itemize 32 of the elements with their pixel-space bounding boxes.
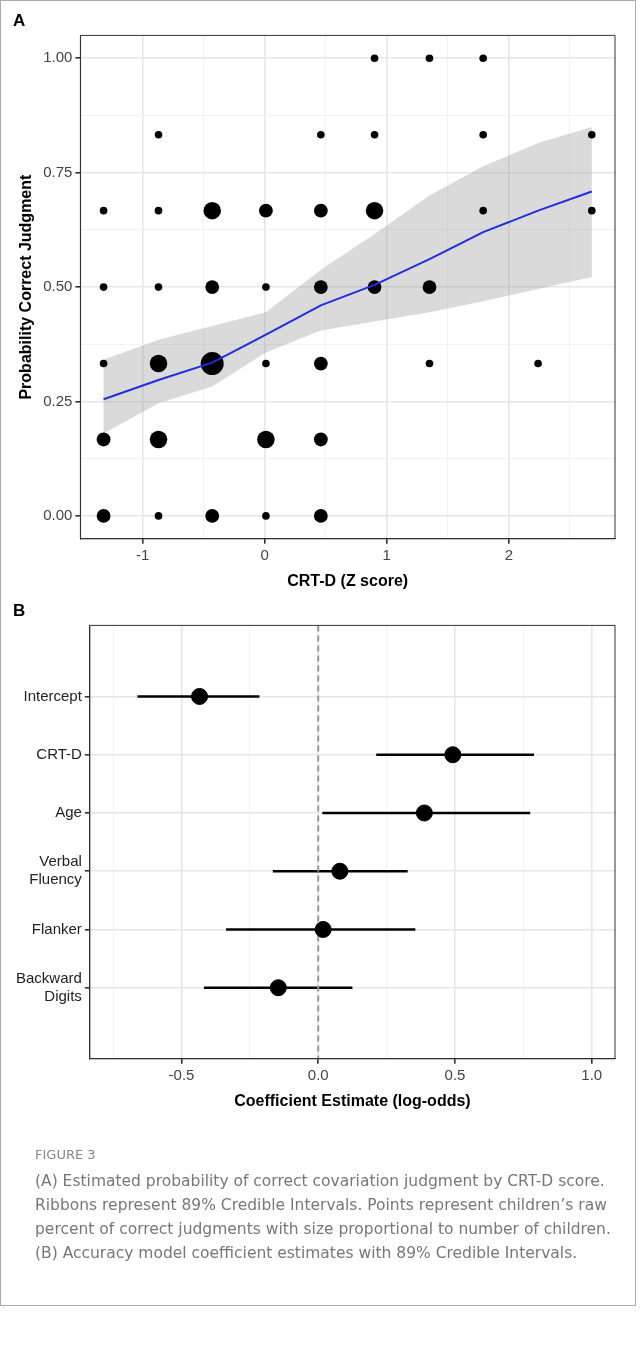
x-tick-label: 0 (260, 545, 269, 563)
x-tick-label: 0.0 (307, 1065, 329, 1083)
chart-title: A (13, 10, 26, 30)
x-tick-label: 2 (504, 545, 513, 563)
point (314, 920, 332, 938)
y-tick-label: Intercept (23, 686, 83, 704)
y-tick-label: Backward Digits (16, 968, 82, 1004)
x-tick-label: 1.0 (581, 1065, 603, 1083)
point (415, 804, 433, 822)
point (331, 862, 349, 880)
y-tick-label: 0.00 (43, 506, 73, 524)
point (444, 746, 462, 764)
caption: FIGURE 3 (35, 1146, 97, 1164)
x-tick-label: -1 (135, 545, 150, 563)
chart-title: B (13, 600, 26, 620)
y-tick-label: 0.25 (43, 391, 73, 409)
y-tick-label: 0.50 (43, 277, 73, 295)
x-tick-label: 1 (382, 545, 391, 563)
text: (A) Estimated probability of correct covariation judgment by CRT-D score. Ribbons represent 89% Credible Intervals. Points represent children’s raw percent of correct judgments with size proportional to number of children. (B) Accuracy model coefficient estimates with 89% Credible Intervals. (35, 1171, 612, 1264)
y-tick-label: Flanker (31, 919, 82, 937)
y-tick-label: Verbal Fluency (29, 852, 83, 888)
point (269, 979, 287, 997)
x-axis-title: CRT-D (Z score) (287, 571, 409, 589)
x-axis-title: Coefficient Estimate (log-odds) (234, 1091, 471, 1109)
y-axis-title: Probability Correct Judgment (17, 173, 35, 400)
y-tick-label: Age (55, 803, 82, 821)
y-tick-label: 0.75 (43, 162, 73, 180)
x-tick-label: -0.5 (168, 1065, 195, 1083)
y-tick-label: CRT-D (36, 744, 83, 762)
x-tick-label: 0.5 (444, 1065, 466, 1083)
point (191, 687, 209, 705)
y-tick-label: 1.00 (43, 48, 73, 66)
